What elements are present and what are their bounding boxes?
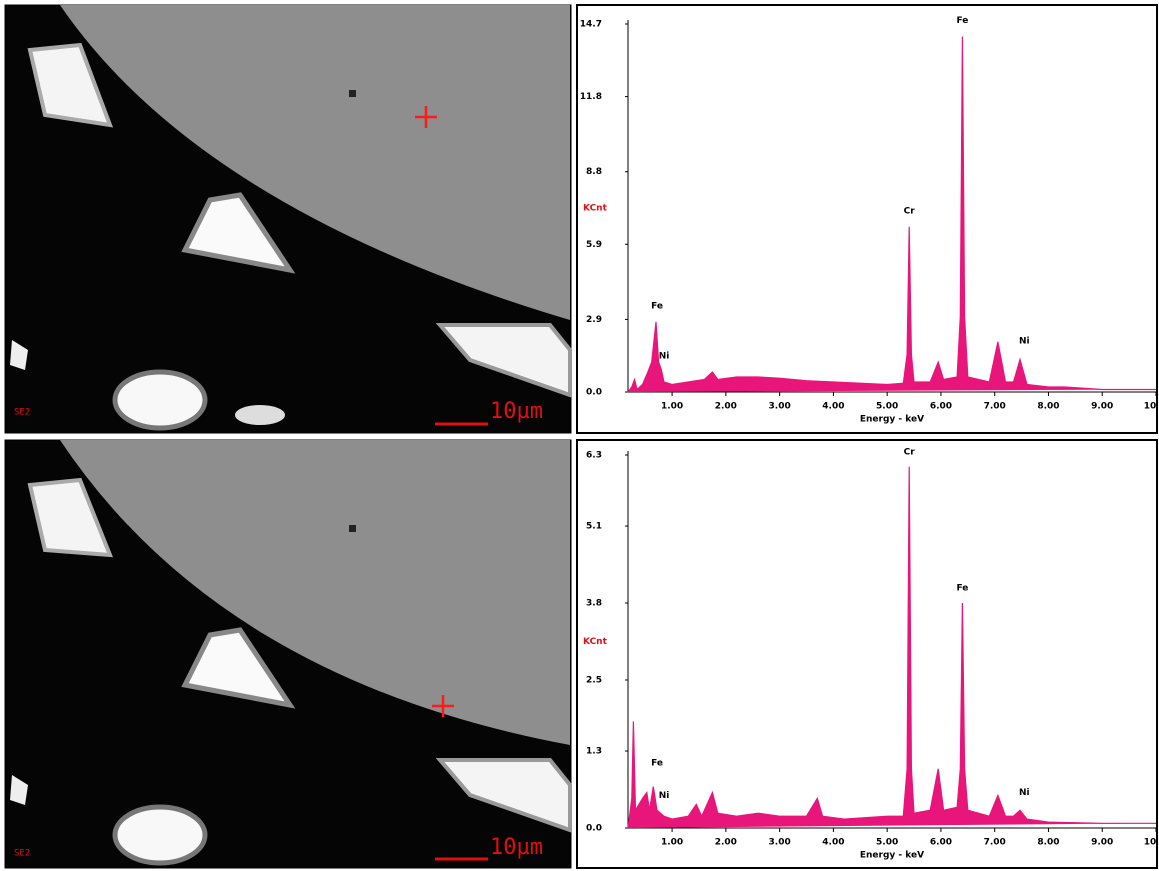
y-tick-label: 6.3 bbox=[586, 451, 602, 461]
peak-label: Fe bbox=[956, 584, 968, 594]
x-tick-label: 9.00 bbox=[1091, 838, 1113, 848]
peak-label: Ni bbox=[1019, 788, 1030, 798]
x-tick-label: 7.00 bbox=[984, 402, 1006, 412]
scale-label: 10µm bbox=[490, 835, 543, 860]
peak-label: Fe bbox=[651, 758, 663, 768]
x-tick-label: 6.00 bbox=[930, 838, 952, 848]
spectrum-panel bbox=[576, 439, 1158, 869]
x-tick-label: 5.00 bbox=[876, 838, 898, 848]
y-tick-label: 1.3 bbox=[586, 747, 602, 757]
y-tick-label: 2.5 bbox=[586, 675, 602, 685]
y-tick-label: 2.9 bbox=[586, 315, 602, 325]
x-tick-label: 1.00 bbox=[661, 402, 683, 412]
x-tick-label: 8.00 bbox=[1037, 402, 1059, 412]
x-tick-label: 8.00 bbox=[1037, 838, 1059, 848]
sem-image: SE2 10µm bbox=[4, 439, 572, 869]
y-tick-label: 0.0 bbox=[586, 388, 602, 398]
peak-label: Cr bbox=[904, 447, 916, 457]
spectrum-panel bbox=[576, 4, 1158, 434]
y-axis-label: KCnt bbox=[583, 637, 608, 647]
x-tick-label: 3.00 bbox=[769, 838, 791, 848]
peak-label: Fe bbox=[956, 16, 968, 26]
detector-label: SE2 bbox=[14, 849, 30, 859]
x-tick-label: 1.00 bbox=[661, 838, 683, 848]
y-axis-label: KCnt bbox=[583, 204, 608, 214]
x-tick-label: 4.00 bbox=[822, 402, 844, 412]
x-axis-label: Energy - keV bbox=[860, 415, 924, 425]
x-tick-label: 6.00 bbox=[930, 402, 952, 412]
peak-label: Ni bbox=[1019, 336, 1030, 346]
x-axis-label: Energy - keV bbox=[860, 851, 924, 861]
peak-label: Ni bbox=[659, 351, 670, 361]
x-tick-label: 5.00 bbox=[876, 402, 898, 412]
x-tick-label: 2.00 bbox=[715, 402, 737, 412]
x-tick-label: 3.00 bbox=[769, 402, 791, 412]
y-tick-label: 5.1 bbox=[586, 522, 602, 532]
y-tick-label: 11.8 bbox=[580, 92, 602, 102]
x-tick-label: 9.00 bbox=[1091, 402, 1113, 412]
peak-label: Fe bbox=[651, 301, 663, 311]
y-tick-label: 0.0 bbox=[586, 824, 602, 834]
y-tick-label: 8.8 bbox=[586, 167, 602, 177]
spectrum-area bbox=[627, 466, 1156, 829]
y-tick-label: 5.9 bbox=[586, 240, 602, 250]
spectrum-area bbox=[627, 36, 1156, 393]
peak-label: Ni bbox=[659, 791, 670, 801]
y-tick-label: 3.8 bbox=[586, 599, 602, 609]
peak-label: Cr bbox=[904, 206, 916, 216]
x-tick-label: 10 bbox=[1144, 402, 1157, 412]
x-tick-label: 7.00 bbox=[984, 838, 1006, 848]
x-tick-label: 4.00 bbox=[822, 838, 844, 848]
sem-image: SE2 10µm bbox=[4, 4, 572, 434]
scale-label: 10µm bbox=[490, 399, 543, 424]
x-tick-label: 10 bbox=[1144, 838, 1157, 848]
x-tick-label: 2.00 bbox=[715, 838, 737, 848]
y-tick-label: 14.7 bbox=[580, 20, 602, 30]
detector-label: SE2 bbox=[14, 408, 30, 418]
